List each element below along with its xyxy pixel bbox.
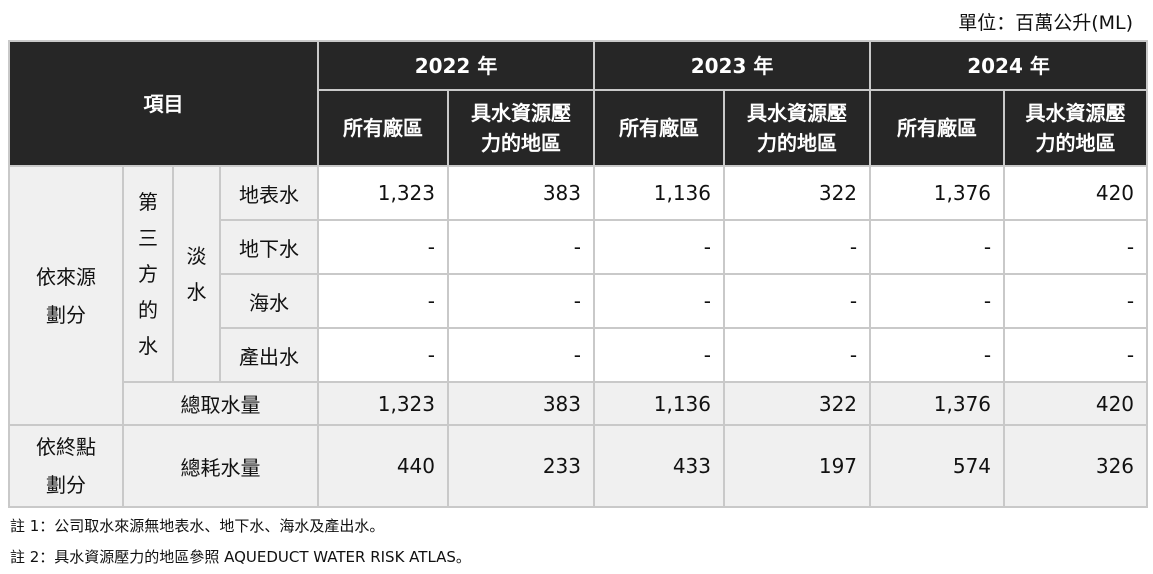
cell-value: 322 [723,165,872,221]
table-row-total-consumption: 依終點劃分 總耗水量 440 233 433 197 574 326 [8,424,1149,508]
cell-value: - [869,219,1006,275]
water-data-table: 項目 2022 年 2023 年 2024 年 所有廠區 具水資源壓力的地區 所… [8,40,1149,508]
header-all-sites: 所有廠區 [869,89,1006,167]
cell-value: - [446,327,596,383]
header-stress-line2: 力的地區 [481,131,561,155]
freshwater-char: 水 [186,280,207,304]
unit-label: 單位：百萬公升(ML) [958,12,1133,34]
cell-value: 322 [723,381,872,426]
cell-value: 233 [446,424,596,508]
header-stress-line1: 具水資源壓 [471,101,571,125]
footnotes: 註 1：公司取水來源無地表水、地下水、海水及產出水。 註 2：具水資源壓力的地區… [10,511,471,573]
cell-value: 1,323 [317,381,449,426]
cell-value: - [723,327,872,383]
cell-value: - [1003,219,1149,275]
freshwater-label: 淡水 [172,165,221,383]
cell-value: 383 [446,381,596,426]
by-source-line2: 劃分 [46,302,86,327]
third-party-char: 第 [138,190,158,214]
footnote-2: 註 2：具水資源壓力的地區參照 AQUEDUCT WATER RISK ATLA… [10,548,471,566]
footnote-1: 註 1：公司取水來源無地表水、地下水、海水及產出水。 [10,517,385,535]
third-party-char: 的 [138,298,158,322]
table-row-seawater: 海水 - - - - - - [9,273,1149,329]
cell-value: 433 [593,424,726,508]
cell-value: - [723,273,872,329]
cell-value: - [869,327,1006,383]
cell-value: - [1003,273,1149,329]
cell-value: - [446,219,596,275]
header-year-2024: 2024 年 [869,40,1149,91]
source-label: 產出水 [219,327,319,383]
third-party-char: 水 [138,334,158,358]
cell-value: - [593,273,726,329]
cell-value: - [446,273,596,329]
cell-value: 1,136 [593,381,726,426]
header-stress-line1: 具水資源壓 [1025,101,1126,125]
table-row-total-withdrawal: 總取水量 1,323 383 1,136 322 1,376 420 [9,381,1149,426]
source-label: 海水 [219,273,319,329]
table-row-groundwater: 地下水 - - - - - - [9,219,1149,275]
source-label: 地表水 [219,165,319,221]
cell-value: - [317,219,449,275]
cell-value: 1,136 [593,165,726,221]
cell-value: 326 [1003,424,1149,508]
cell-value: 1,323 [317,165,449,221]
table-row-produced-water: 產出水 - - - - - - [9,327,1149,383]
header-stress-line2: 力的地區 [1035,131,1116,155]
total-consumption-label: 總耗水量 [122,424,319,508]
header-all-sites: 所有廠區 [317,89,449,167]
header-all-sites: 所有廠區 [593,89,726,167]
third-party-water-label: 第三方的水 [122,165,174,383]
cell-value: - [1003,327,1149,383]
header-stress-area: 具水資源壓 力的地區 [723,89,872,167]
header-stress-line1: 具水資源壓 [747,101,848,125]
cell-value: 1,376 [869,165,1006,221]
by-endpoint-label: 依終點 劃分 [8,424,124,508]
by-source-label: 依來源 劃分 [8,165,124,426]
header-stress-line2: 力的地區 [757,131,838,155]
cell-value: - [593,327,726,383]
header-year-2022: 2022 年 [316,40,596,91]
cell-value: 197 [723,424,872,508]
cell-value: - [317,327,449,383]
by-source-line1: 依來源 [36,264,96,289]
cell-value: 420 [1003,381,1149,426]
total-withdrawal-label: 總取水量 [122,381,319,426]
cell-value: - [723,219,872,275]
freshwater-char: 淡 [186,244,207,268]
cell-value: 440 [317,424,449,508]
cell-value: - [869,273,1006,329]
cell-value: 383 [446,165,596,221]
header-stress-area: 具水資源壓 力的地區 [446,89,596,167]
cell-value: - [317,273,449,329]
cell-value: - [593,219,726,275]
by-endpoint-line2: 劃分 [46,473,86,497]
third-party-char: 三 [138,226,158,250]
by-endpoint-line1: 依終點 [36,435,96,459]
cell-value: 574 [869,424,1006,508]
cell-value: 420 [1003,165,1149,221]
header-item: 項目 [8,40,319,167]
table-row-surface-water: 依來源 劃分 第三方的水 淡水 地表水 1,323 383 1,136 322 1… [8,165,1149,426]
header-stress-area: 具水資源壓 力的地區 [1003,89,1149,167]
third-party-char: 方 [138,262,158,286]
header-year-2023: 2023 年 [593,40,872,91]
source-label: 地下水 [219,219,319,275]
cell-value: 1,376 [869,381,1006,426]
